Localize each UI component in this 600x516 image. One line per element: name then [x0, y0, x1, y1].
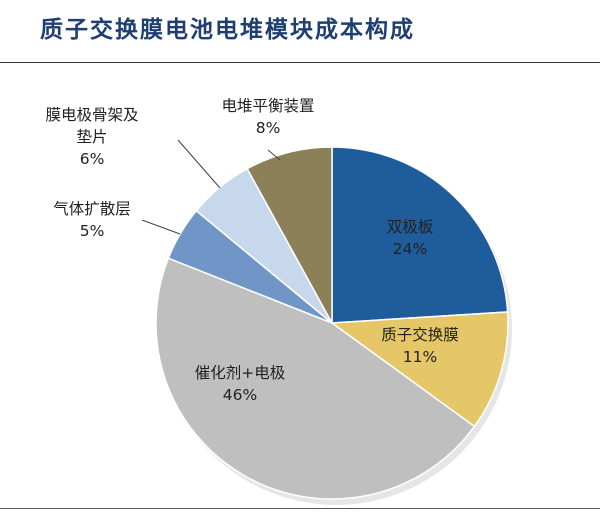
slice-value-label: 8% — [256, 119, 281, 137]
bottom-divider — [0, 508, 600, 509]
slice-label: 催化剂+电极 — [195, 364, 286, 382]
pie-slice — [329, 311, 509, 428]
leader-line — [141, 219, 181, 235]
slice-value-label: 24% — [393, 240, 427, 258]
slice-label: 双极板 — [387, 218, 434, 236]
pie-slice — [331, 146, 509, 324]
slice-label: 垫片 — [76, 128, 107, 146]
slice-value-label: 46% — [223, 386, 257, 404]
title-divider — [0, 62, 600, 63]
slice-value-label: 11% — [403, 348, 437, 366]
pie-slice — [246, 146, 333, 324]
slice-label: 质子交换膜 — [381, 326, 459, 344]
slice-value-label: 6% — [80, 150, 105, 168]
page-title: 质子交换膜电池电堆模块成本构成 — [40, 16, 415, 43]
pie-slice — [155, 257, 476, 500]
slice-value-label: 5% — [80, 222, 105, 240]
slice-label: 气体扩散层 — [53, 200, 131, 218]
leader-line — [177, 139, 221, 189]
slice-label: 膜电极骨架及 — [45, 106, 138, 124]
leader-line — [267, 149, 281, 161]
slice-label: 电堆平衡装置 — [221, 97, 314, 115]
